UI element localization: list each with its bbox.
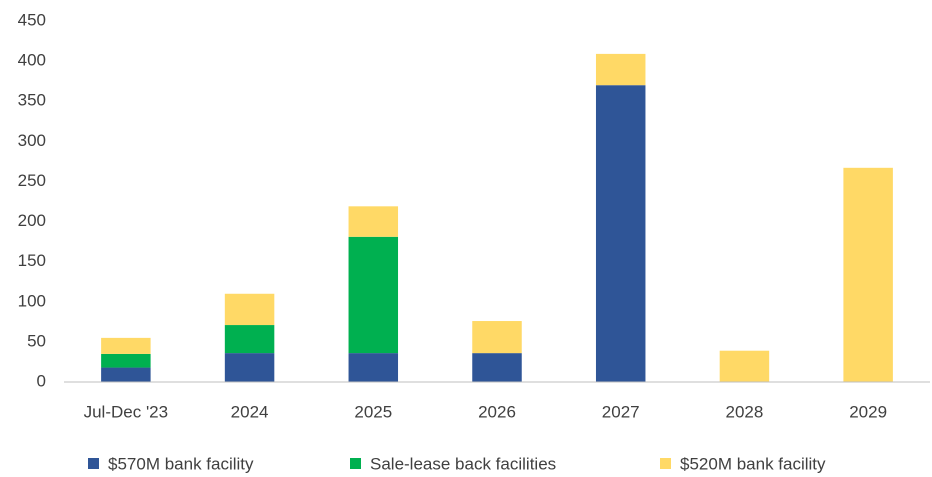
bar-segment <box>101 353 151 368</box>
bar-segment <box>101 337 151 354</box>
bar-segment <box>472 321 522 354</box>
legend-swatch <box>88 458 99 469</box>
legend-label: $520M bank facility <box>680 454 826 473</box>
y-tick-label: 250 <box>18 171 46 190</box>
y-tick-label: 350 <box>18 91 46 110</box>
x-tick-label: 2025 <box>354 402 392 421</box>
bar-segment <box>472 353 522 382</box>
legend-swatch <box>350 458 361 469</box>
bar-segment <box>224 353 275 382</box>
y-tick-label: 100 <box>18 291 46 310</box>
x-tick-label: 2028 <box>726 402 764 421</box>
bar-segment <box>348 353 399 382</box>
x-tick-label: Jul-Dec '23 <box>84 402 169 421</box>
bar-segment <box>719 350 770 382</box>
legend-swatch <box>660 458 671 469</box>
y-tick-label: 200 <box>18 211 46 230</box>
bar-segment <box>348 206 399 237</box>
bar-segment <box>224 293 275 326</box>
y-tick-label: 400 <box>18 51 46 70</box>
bar-segment <box>595 53 646 86</box>
x-tick-label: 2024 <box>231 402 269 421</box>
legend-label: $570M bank facility <box>108 454 254 473</box>
bar-segment <box>224 325 275 354</box>
legend-label: Sale-lease back facilities <box>370 454 556 473</box>
bar-segment <box>101 367 151 382</box>
x-tick-label: 2027 <box>602 402 640 421</box>
y-tick-label: 0 <box>37 371 46 390</box>
x-tick-label: 2029 <box>849 402 887 421</box>
y-tick-label: 300 <box>18 131 46 150</box>
bar-segment <box>348 236 399 354</box>
y-tick-label: 450 <box>18 10 46 29</box>
bar-segment <box>843 167 893 382</box>
y-tick-label: 50 <box>27 331 46 350</box>
y-tick-label: 150 <box>18 251 46 270</box>
bar-segment <box>595 85 646 382</box>
x-tick-label: 2026 <box>478 402 516 421</box>
